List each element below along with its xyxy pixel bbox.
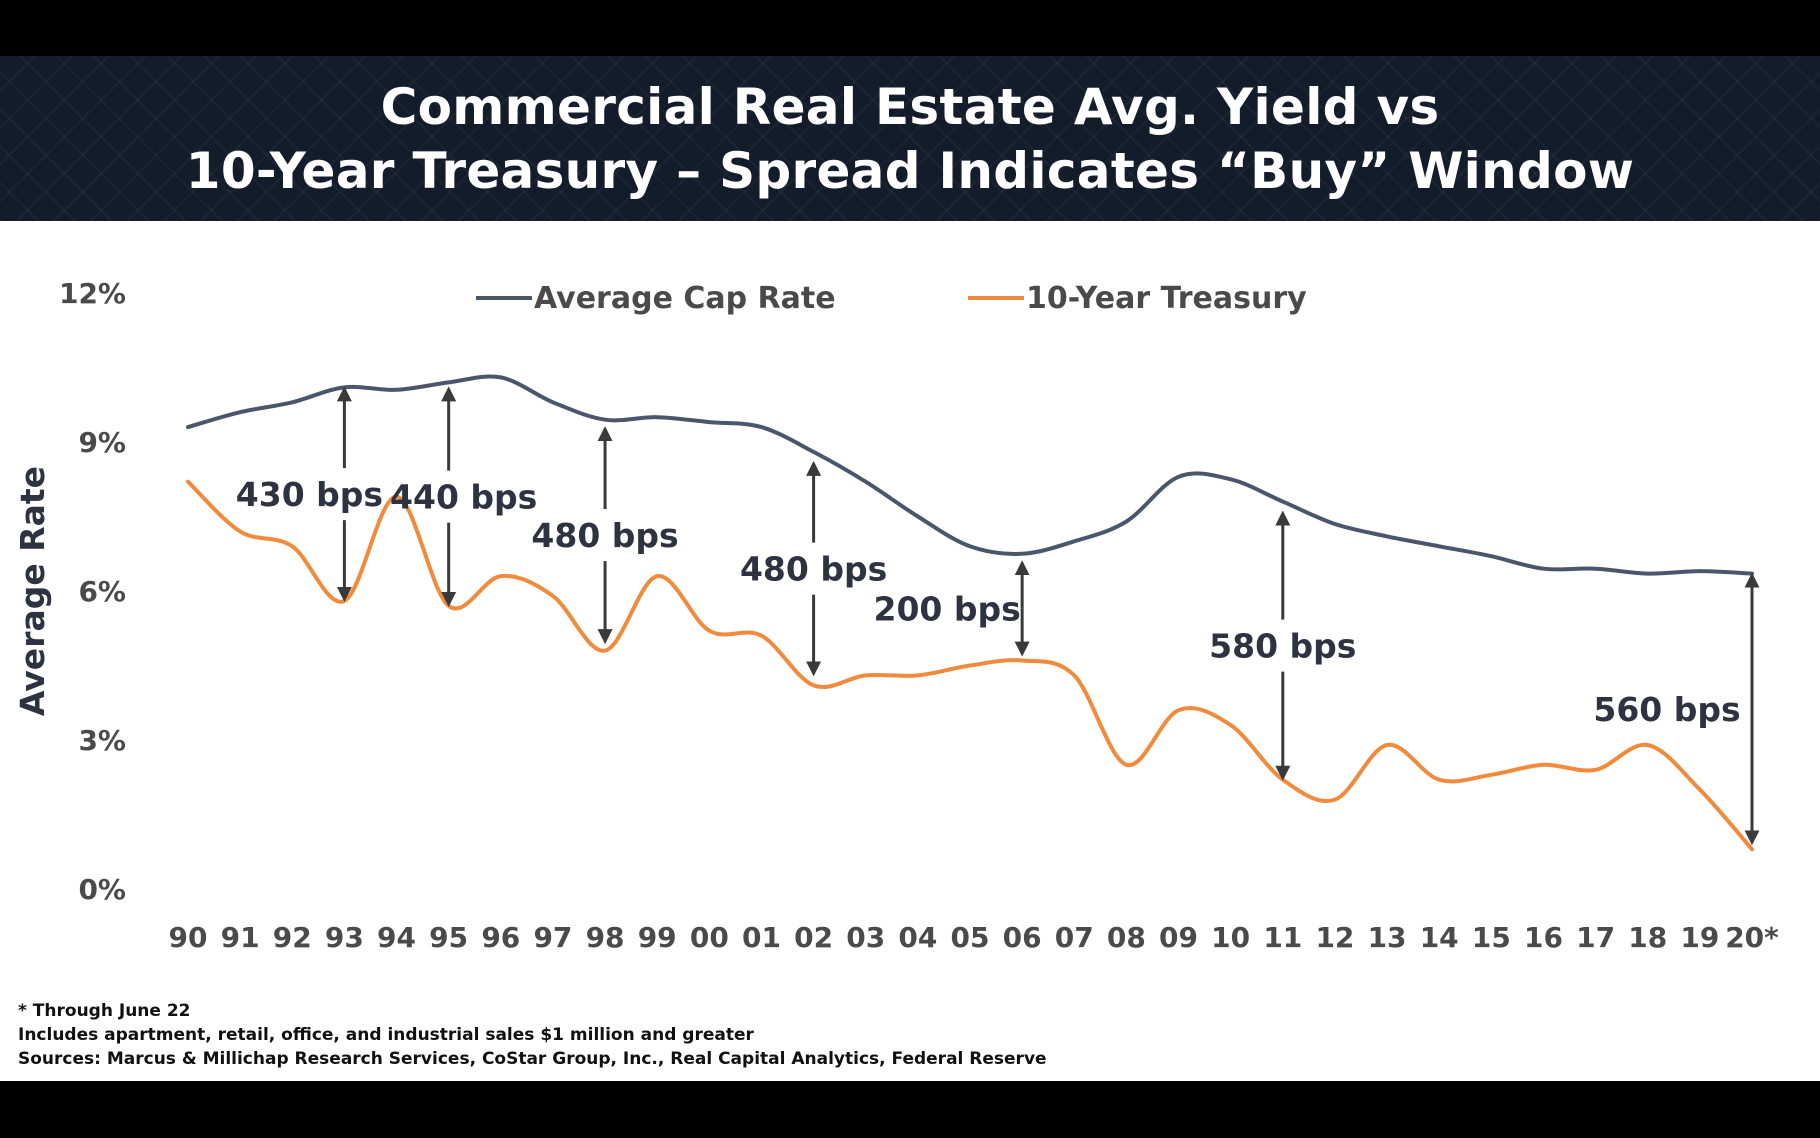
x-tick-label: 19 bbox=[1680, 921, 1719, 954]
spread-label: 430 bps bbox=[236, 475, 383, 514]
x-tick-label: 00 bbox=[690, 921, 729, 954]
x-tick-label: 16 bbox=[1524, 921, 1563, 954]
x-tick-label: 03 bbox=[846, 921, 885, 954]
x-tick-label: 05 bbox=[951, 921, 990, 954]
x-tick-label: 18 bbox=[1628, 921, 1667, 954]
y-tick-label: 12% bbox=[59, 277, 126, 310]
x-tick-label: 07 bbox=[1055, 921, 1094, 954]
spread-label: 580 bps bbox=[1209, 627, 1356, 666]
x-tick-label: 15 bbox=[1472, 921, 1511, 954]
legend-label: 10-Year Treasury bbox=[1026, 281, 1307, 316]
x-tick-label: 98 bbox=[586, 921, 625, 954]
x-tick-label: 92 bbox=[273, 921, 312, 954]
x-tick-label: 14 bbox=[1420, 921, 1459, 954]
x-tick-label: 06 bbox=[1003, 921, 1042, 954]
x-tick-label: 09 bbox=[1159, 921, 1198, 954]
series-line-2 bbox=[186, 479, 1754, 852]
title-line-1: Commercial Real Estate Avg. Yield vs bbox=[380, 77, 1440, 136]
x-tick-label: 01 bbox=[742, 921, 781, 954]
title-banner: Commercial Real Estate Avg. Yield vs 10-… bbox=[0, 56, 1820, 221]
footnote-through-date: * Through June 22 bbox=[18, 1001, 191, 1021]
x-tick-label: 13 bbox=[1368, 921, 1407, 954]
x-tick-label: 12 bbox=[1315, 921, 1354, 954]
spread-label: 480 bps bbox=[740, 550, 887, 589]
line-chart: 0% 3% 6% 9% 12% Average Rate 90 91 92 93 94 95 96 97 9… bbox=[13, 277, 1779, 954]
spread-label: 440 bps bbox=[390, 478, 537, 517]
x-tick-label: 99 bbox=[638, 921, 677, 954]
spread-label: 480 bps bbox=[531, 516, 678, 555]
x-tick-label: 04 bbox=[898, 921, 937, 954]
y-axis-title: Average Rate bbox=[13, 466, 52, 716]
footnote-includes: Includes apartment, retail, office, and … bbox=[18, 1025, 754, 1045]
spread-label: 200 bps bbox=[874, 589, 1021, 628]
x-tick-label: 96 bbox=[481, 921, 520, 954]
series-line-1 bbox=[186, 374, 1754, 576]
x-tick-label: 20* bbox=[1725, 921, 1779, 954]
x-tick-label: 11 bbox=[1263, 921, 1302, 954]
chart-panel: 0% 3% 6% 9% 12% Average Rate 90 91 92 93 94 95 96 97 9… bbox=[0, 221, 1820, 1081]
y-tick-label: 9% bbox=[78, 426, 126, 459]
x-tick-label: 93 bbox=[325, 921, 364, 954]
x-tick-label: 10 bbox=[1211, 921, 1250, 954]
y-tick-label: 6% bbox=[78, 575, 126, 608]
footnotes: * Through June 22 Includes apartment, re… bbox=[18, 999, 1047, 1071]
x-tick-label: 02 bbox=[794, 921, 833, 954]
x-tick-label: 17 bbox=[1576, 921, 1615, 954]
x-tick-label: 97 bbox=[533, 921, 572, 954]
x-tick-label: 08 bbox=[1107, 921, 1146, 954]
footnote-sources: Sources: Marcus & Millichap Research Ser… bbox=[18, 1049, 1047, 1069]
title-line-2: 10-Year Treasury – Spread Indicates “Buy… bbox=[185, 141, 1635, 200]
y-tick-label: 0% bbox=[78, 873, 126, 906]
x-tick-label: 95 bbox=[429, 921, 468, 954]
spread-label: 560 bps bbox=[1593, 690, 1740, 729]
x-tick-label: 90 bbox=[169, 921, 208, 954]
legend-label: Average Cap Rate bbox=[534, 281, 836, 316]
x-tick-label: 91 bbox=[221, 921, 260, 954]
x-tick-label: 94 bbox=[377, 921, 416, 954]
y-tick-label: 3% bbox=[78, 724, 126, 757]
